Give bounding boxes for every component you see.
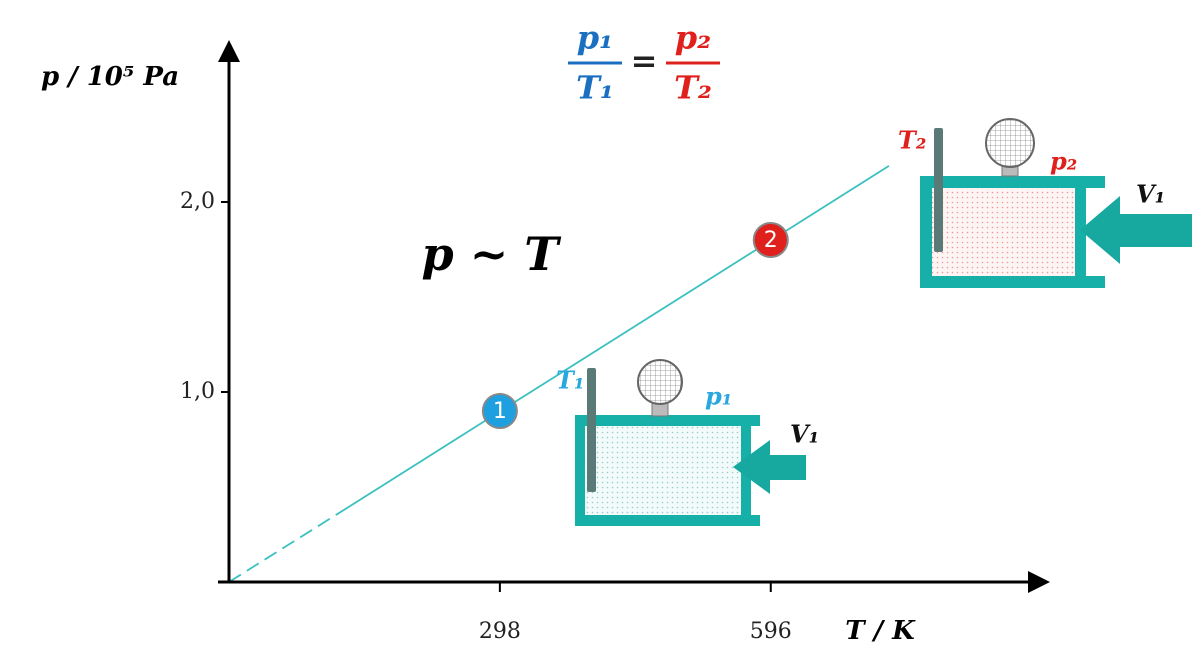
point-label: 1 — [493, 399, 507, 424]
fit-line — [229, 508, 347, 582]
x-tick-label: 298 — [479, 619, 521, 644]
y-tick-label: 1,0 — [180, 379, 215, 404]
formula: p₁ T₁ = p₂ T₂ — [568, 19, 720, 107]
formula-T2: T₂ — [674, 69, 712, 107]
state1-T: T₁ — [556, 366, 584, 395]
x-tick-label: 596 — [750, 619, 792, 644]
x-axis-label: T / K — [845, 616, 916, 646]
state2-T: T₂ — [898, 126, 926, 155]
y-tick-label: 2,0 — [180, 189, 215, 214]
state2-p: p₂ — [1050, 147, 1077, 176]
y-axis-label: p / 10⁵ Pa — [41, 62, 179, 92]
state1-V: V₁ — [790, 420, 819, 449]
chart: p / 10⁵ Pa T / K p ~ T p₁ T₁ = p₂ T₂ T₁ … — [0, 0, 1192, 652]
container-1 — [575, 360, 806, 526]
formula-eq: = — [631, 42, 658, 80]
relation: p ~ T — [422, 227, 563, 281]
formula-p1: p₁ — [577, 19, 613, 57]
point-label: 2 — [764, 228, 778, 253]
state1-p: p₁ — [705, 382, 732, 411]
state2-V: V₁ — [1136, 180, 1165, 209]
formula-p2: p₂ — [675, 19, 711, 57]
formula-T1: T₁ — [576, 69, 614, 107]
